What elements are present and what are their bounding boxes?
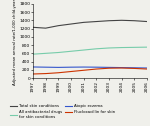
Flucloxacillin for skin <box>121 67 123 69</box>
Total skin conditions <box>95 21 97 22</box>
Total skin conditions <box>45 27 46 29</box>
Atopic eczema <box>134 67 135 69</box>
All antibacterial drugs
for skin conditions <box>83 49 85 51</box>
Legend: Total skin conditions, All antibacterial drugs
for skin conditions, Atopic eczem: Total skin conditions, All antibacterial… <box>10 104 115 119</box>
Flucloxacillin for skin <box>83 70 85 71</box>
Total skin conditions <box>121 20 123 21</box>
All antibacterial drugs
for skin conditions <box>57 52 59 53</box>
Total skin conditions <box>70 23 72 25</box>
Flucloxacillin for skin <box>95 68 97 70</box>
Flucloxacillin for skin <box>108 67 110 69</box>
Atopic eczema <box>70 66 72 68</box>
All antibacterial drugs
for skin conditions <box>108 47 110 49</box>
Line: Total skin conditions: Total skin conditions <box>33 20 147 28</box>
All antibacterial drugs
for skin conditions <box>134 47 135 48</box>
Atopic eczema <box>45 66 46 68</box>
Atopic eczema <box>108 67 110 68</box>
Atopic eczema <box>83 66 85 68</box>
All antibacterial drugs
for skin conditions <box>70 51 72 52</box>
Atopic eczema <box>32 66 34 68</box>
Flucloxacillin for skin <box>70 71 72 72</box>
Atopic eczema <box>146 67 148 69</box>
All antibacterial drugs
for skin conditions <box>121 47 123 48</box>
Total skin conditions <box>32 27 34 28</box>
Atopic eczema <box>121 67 123 68</box>
Total skin conditions <box>108 20 110 21</box>
Flucloxacillin for skin <box>32 73 34 75</box>
Flucloxacillin for skin <box>45 73 46 74</box>
Total skin conditions <box>134 20 135 21</box>
Flucloxacillin for skin <box>134 68 135 69</box>
Y-axis label: Adjusted mean annual rate/1,000 child-years: Adjusted mean annual rate/1,000 child-ye… <box>13 0 17 85</box>
Atopic eczema <box>57 67 59 68</box>
Flucloxacillin for skin <box>57 72 59 73</box>
Total skin conditions <box>146 21 148 22</box>
Line: All antibacterial drugs
for skin conditions: All antibacterial drugs for skin conditi… <box>33 47 147 54</box>
All antibacterial drugs
for skin conditions <box>32 53 34 55</box>
All antibacterial drugs
for skin conditions <box>146 46 148 48</box>
Line: Atopic eczema: Atopic eczema <box>33 67 147 68</box>
Total skin conditions <box>83 22 85 23</box>
Total skin conditions <box>57 25 59 26</box>
Flucloxacillin for skin <box>146 68 148 70</box>
Line: Flucloxacillin for skin: Flucloxacillin for skin <box>33 68 147 74</box>
All antibacterial drugs
for skin conditions <box>95 48 97 50</box>
Atopic eczema <box>95 66 97 68</box>
All antibacterial drugs
for skin conditions <box>45 53 46 54</box>
